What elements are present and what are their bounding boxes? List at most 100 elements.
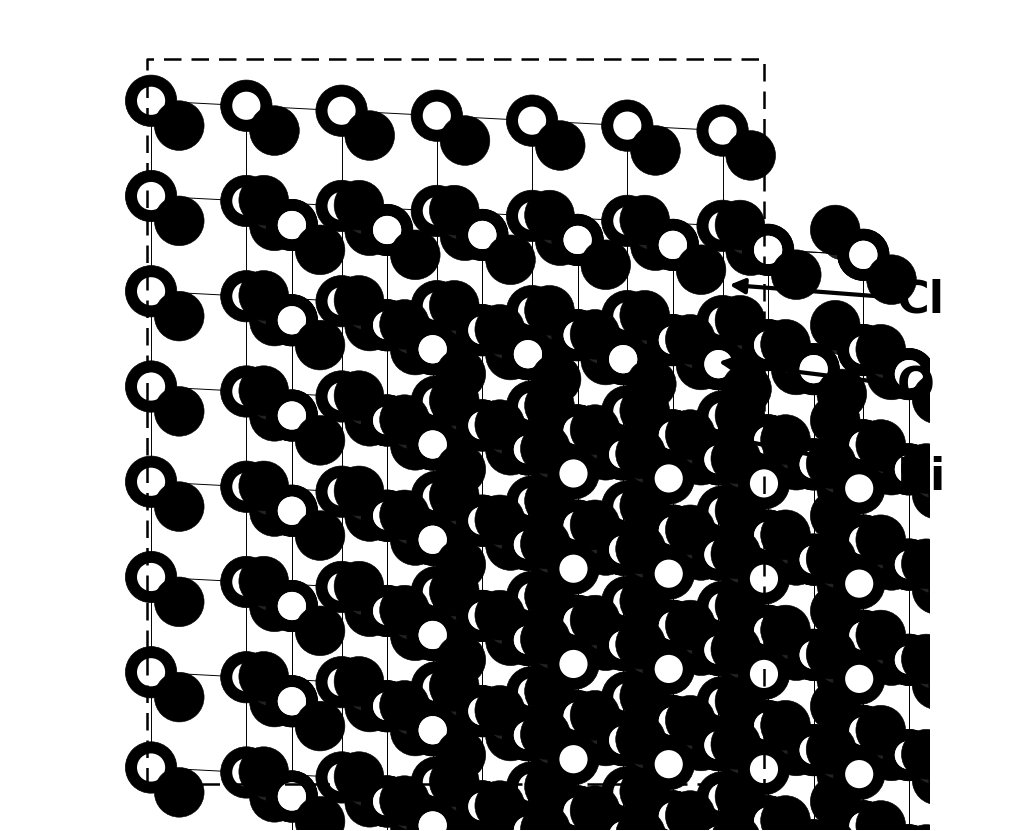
Circle shape	[647, 314, 699, 366]
Circle shape	[277, 783, 306, 810]
Circle shape	[704, 540, 732, 568]
Circle shape	[564, 226, 592, 254]
Circle shape	[584, 617, 617, 650]
Circle shape	[277, 783, 306, 810]
Circle shape	[457, 209, 508, 261]
Circle shape	[929, 754, 980, 804]
Circle shape	[531, 735, 580, 785]
Circle shape	[394, 511, 427, 544]
Circle shape	[613, 493, 641, 521]
Circle shape	[564, 702, 592, 730]
Circle shape	[443, 492, 476, 525]
Circle shape	[429, 471, 479, 521]
Circle shape	[518, 774, 546, 801]
Circle shape	[232, 663, 261, 691]
Circle shape	[643, 453, 695, 504]
Circle shape	[631, 125, 680, 175]
Circle shape	[800, 736, 828, 765]
Circle shape	[328, 96, 356, 125]
Circle shape	[800, 450, 828, 479]
Circle shape	[411, 566, 463, 617]
Circle shape	[266, 199, 318, 251]
Circle shape	[884, 348, 934, 400]
Circle shape	[328, 764, 356, 791]
Circle shape	[738, 553, 790, 604]
Circle shape	[468, 697, 497, 725]
Circle shape	[609, 631, 637, 659]
Circle shape	[580, 621, 631, 671]
Circle shape	[468, 411, 497, 440]
Circle shape	[486, 425, 535, 475]
Circle shape	[362, 204, 412, 256]
Circle shape	[295, 796, 345, 831]
Circle shape	[704, 636, 732, 664]
Circle shape	[774, 627, 807, 660]
Circle shape	[362, 776, 412, 827]
Circle shape	[334, 656, 384, 706]
Circle shape	[729, 697, 762, 730]
Circle shape	[620, 671, 669, 721]
Circle shape	[547, 734, 599, 785]
Circle shape	[373, 311, 401, 339]
Circle shape	[800, 641, 828, 669]
Circle shape	[468, 316, 497, 344]
Circle shape	[754, 236, 783, 264]
Circle shape	[468, 221, 497, 249]
Circle shape	[729, 507, 762, 540]
Circle shape	[837, 420, 889, 471]
Circle shape	[806, 439, 856, 489]
Circle shape	[800, 450, 828, 479]
Circle shape	[679, 526, 712, 559]
Circle shape	[754, 617, 783, 645]
Circle shape	[629, 735, 663, 769]
Circle shape	[676, 245, 726, 294]
Circle shape	[443, 302, 476, 335]
Circle shape	[457, 304, 508, 356]
Circle shape	[379, 585, 429, 635]
Circle shape	[502, 424, 554, 475]
Circle shape	[693, 529, 744, 580]
Circle shape	[609, 821, 637, 831]
Circle shape	[655, 465, 683, 493]
Circle shape	[693, 814, 744, 831]
Circle shape	[774, 531, 807, 564]
Circle shape	[429, 376, 479, 425]
Circle shape	[884, 444, 934, 495]
Circle shape	[726, 416, 775, 466]
Circle shape	[345, 301, 395, 351]
Circle shape	[697, 676, 749, 728]
Circle shape	[633, 597, 667, 631]
Circle shape	[726, 512, 775, 561]
Circle shape	[232, 377, 261, 406]
Circle shape	[613, 111, 641, 140]
Circle shape	[295, 606, 345, 656]
Circle shape	[940, 765, 968, 793]
Circle shape	[704, 445, 732, 474]
Circle shape	[266, 390, 318, 441]
Circle shape	[535, 120, 585, 170]
Circle shape	[277, 592, 306, 620]
Circle shape	[633, 312, 667, 345]
Circle shape	[266, 485, 318, 537]
Circle shape	[704, 826, 732, 831]
Circle shape	[440, 401, 490, 451]
Circle shape	[429, 566, 479, 616]
Circle shape	[253, 482, 286, 515]
Circle shape	[598, 809, 648, 831]
Text: Bi: Bi	[709, 430, 945, 499]
Circle shape	[602, 386, 653, 437]
Circle shape	[347, 201, 380, 234]
Circle shape	[754, 522, 783, 549]
Circle shape	[250, 201, 299, 251]
Circle shape	[436, 539, 486, 589]
Circle shape	[277, 401, 306, 430]
Circle shape	[771, 345, 821, 395]
Circle shape	[598, 619, 648, 671]
Circle shape	[137, 278, 165, 305]
Circle shape	[513, 340, 542, 368]
Circle shape	[362, 299, 412, 351]
Circle shape	[513, 816, 542, 831]
Circle shape	[845, 569, 873, 597]
Circle shape	[155, 672, 204, 722]
Circle shape	[817, 750, 867, 799]
